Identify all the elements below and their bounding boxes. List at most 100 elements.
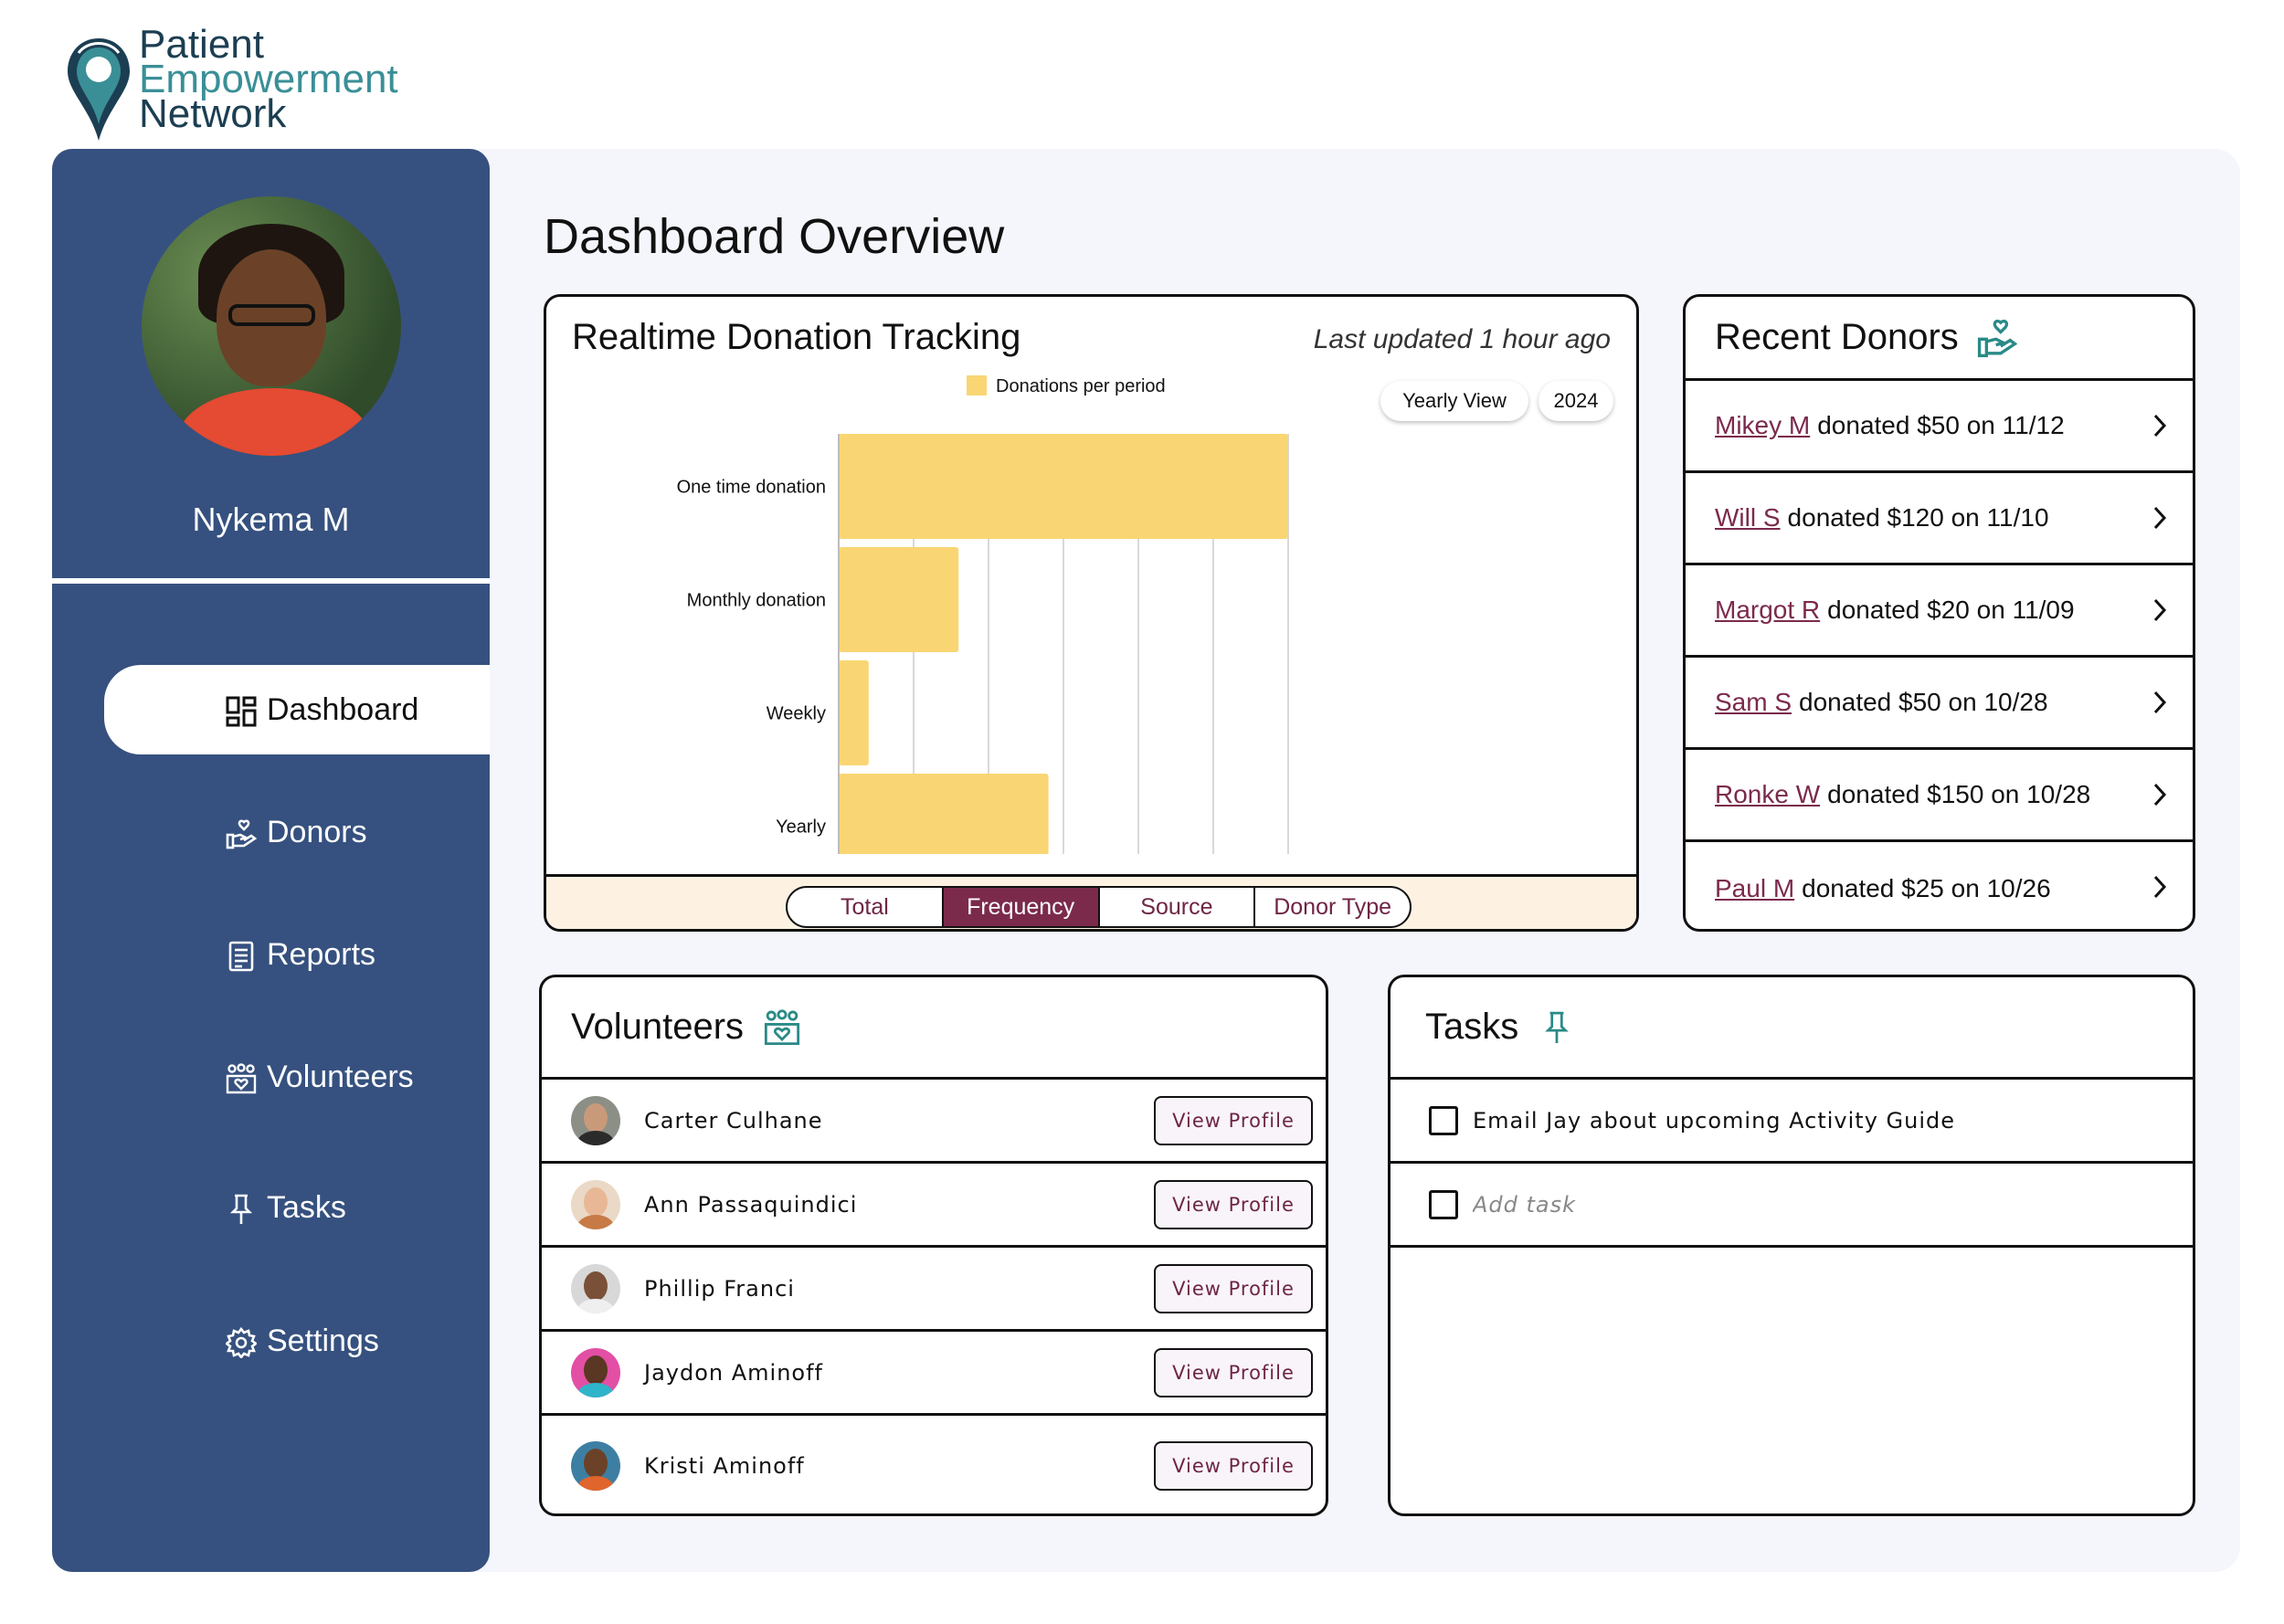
donor-name-link[interactable]: Paul M xyxy=(1715,873,1795,902)
donation-bar-chart: Donations per period051015202530One time… xyxy=(677,375,1289,854)
bar xyxy=(839,547,959,652)
sidebar-item-label: Dashboard xyxy=(267,691,419,727)
page-title: Dashboard Overview xyxy=(544,209,1005,264)
volunteer-avatar xyxy=(571,1179,620,1229)
volunteers-title: Volunteers xyxy=(571,1007,745,1047)
legend-swatch xyxy=(967,375,987,395)
pin-icon xyxy=(229,1194,253,1224)
tasks-card: Tasks Email Jay about upcoming Activity … xyxy=(1388,975,2195,1516)
donor-name-link[interactable]: Ronke W xyxy=(1715,780,1821,808)
view-profile-button[interactable]: View Profile xyxy=(1154,1095,1313,1145)
category-label: Weekly xyxy=(767,704,826,724)
sidebar-item-reports[interactable]: Reports xyxy=(104,910,490,999)
volunteer-name: Ann Passaquindici xyxy=(644,1191,858,1218)
category-label: One time donation xyxy=(677,478,826,498)
donation-card-title: Realtime Donation Tracking xyxy=(572,317,1021,357)
volunteer-row: Carter Culhane View Profile xyxy=(542,1080,1326,1164)
tab-frequency[interactable]: Frequency xyxy=(943,888,1100,926)
yearly-view-button[interactable]: Yearly View xyxy=(1380,381,1528,421)
chevron-right-icon[interactable] xyxy=(2151,873,2169,901)
volunteer-row: Kristi Aminoff View Profile xyxy=(542,1416,1326,1513)
volunteer-name: Carter Culhane xyxy=(644,1107,823,1134)
sidebar-item-settings[interactable]: Settings xyxy=(104,1296,490,1386)
donor-detail: donated $150 on 10/28 xyxy=(1827,780,2091,808)
bar xyxy=(839,774,1049,854)
profile-avatar[interactable] xyxy=(142,196,401,456)
location-pin-logo-icon xyxy=(68,38,130,141)
sidebar-divider xyxy=(52,578,490,584)
logo-line-2: Empowerment xyxy=(139,57,398,101)
logo: Patient Empowerment Network xyxy=(62,22,446,146)
tasks-header: Tasks xyxy=(1390,977,2193,1080)
chart-tabs: Total Frequency Source Donor Type xyxy=(786,886,1412,928)
volunteer-avatar xyxy=(571,1095,620,1145)
add-task-input[interactable] xyxy=(1473,1186,2112,1223)
view-profile-button[interactable]: View Profile xyxy=(1154,1347,1313,1397)
donor-row[interactable]: Paul M donated $25 on 10/26 xyxy=(1686,842,2193,929)
donation-tracking-card: Realtime Donation Tracking Last updated … xyxy=(544,294,1639,932)
gear-icon xyxy=(226,1327,257,1358)
volunteers-icon xyxy=(764,1008,800,1045)
chevron-right-icon[interactable] xyxy=(2151,781,2169,808)
task-checkbox[interactable] xyxy=(1429,1105,1458,1135)
task-row: Email Jay about upcoming Activity Guide xyxy=(1390,1080,2193,1164)
sidebar-item-label: Donors xyxy=(267,814,367,849)
last-updated-text: Last updated 1 hour ago xyxy=(1313,324,1611,354)
avatar-shirt xyxy=(178,388,370,456)
chevron-right-icon[interactable] xyxy=(2151,596,2169,624)
tab-source[interactable]: Source xyxy=(1100,888,1256,926)
donor-name-link[interactable]: Mikey M xyxy=(1715,411,1811,439)
logo-line-1: Patient xyxy=(139,22,264,67)
view-profile-button[interactable]: View Profile xyxy=(1154,1441,1313,1491)
donor-detail: donated $20 on 11/09 xyxy=(1827,596,2075,624)
add-task-checkbox[interactable] xyxy=(1429,1189,1458,1219)
donor-name-link[interactable]: Will S xyxy=(1715,503,1781,532)
donor-row[interactable]: Mikey M donated $50 on 11/12 xyxy=(1686,381,2193,473)
view-profile-button[interactable]: View Profile xyxy=(1154,1263,1313,1313)
volunteer-avatar xyxy=(571,1347,620,1397)
volunteers-header: Volunteers xyxy=(542,977,1326,1080)
sidebar-item-label: Tasks xyxy=(267,1189,346,1225)
recent-donors-card: Recent Donors Mikey M donated $50 on 11/… xyxy=(1683,294,2195,932)
donor-name-link[interactable]: Margot R xyxy=(1715,596,1821,624)
sidebar: Nykema M Dashboard Donors Reports Volunt… xyxy=(52,149,490,1572)
chart-tabs-strip: Total Frequency Source Donor Type xyxy=(546,874,1636,929)
volunteer-name: Kristi Aminoff xyxy=(644,1453,805,1479)
add-task-row xyxy=(1390,1164,2193,1248)
donor-row[interactable]: Will S donated $120 on 11/10 xyxy=(1686,473,2193,565)
donor-detail: donated $25 on 10/26 xyxy=(1802,873,2051,902)
chevron-right-icon[interactable] xyxy=(2151,504,2169,532)
sidebar-item-tasks[interactable]: Tasks xyxy=(104,1163,490,1252)
recent-donors-header: Recent Donors xyxy=(1686,297,2193,381)
volunteer-row: Phillip Franci View Profile xyxy=(542,1248,1326,1332)
tasks-title: Tasks xyxy=(1425,1007,1519,1047)
tab-total[interactable]: Total xyxy=(788,888,944,926)
donor-row[interactable]: Margot R donated $20 on 11/09 xyxy=(1686,565,2193,658)
donor-detail: donated $120 on 11/10 xyxy=(1787,503,2049,532)
donor-row[interactable]: Ronke W donated $150 on 10/28 xyxy=(1686,750,2193,842)
chevron-right-icon[interactable] xyxy=(2151,412,2169,439)
volunteer-row: Ann Passaquindici View Profile xyxy=(542,1164,1326,1248)
sidebar-item-volunteers[interactable]: Volunteers xyxy=(104,1032,490,1122)
donor-detail: donated $50 on 10/28 xyxy=(1799,688,2048,716)
view-profile-button[interactable]: View Profile xyxy=(1154,1179,1313,1229)
sidebar-item-donors[interactable]: Donors xyxy=(104,787,490,877)
chevron-right-icon[interactable] xyxy=(2151,689,2169,716)
pin-icon xyxy=(1545,1011,1570,1043)
year-selector[interactable]: 2024 xyxy=(1539,381,1613,421)
profile-name: Nykema M xyxy=(192,501,350,538)
sidebar-item-dashboard[interactable]: Dashboard xyxy=(104,665,490,754)
bar xyxy=(839,434,1288,539)
category-label: Yearly xyxy=(776,817,826,838)
dashboard-icon xyxy=(226,696,257,727)
donor-detail: donated $50 on 11/12 xyxy=(1817,411,2065,439)
sidebar-item-label: Settings xyxy=(267,1323,379,1358)
donor-name-link[interactable]: Sam S xyxy=(1715,688,1792,716)
logo-line-3: Network xyxy=(139,91,287,136)
volunteers-card: Volunteers Carter Culhane View Profile A… xyxy=(539,975,1328,1516)
sidebar-item-label: Volunteers xyxy=(267,1059,414,1094)
volunteer-name: Jaydon Aminoff xyxy=(644,1359,824,1386)
recent-donors-title: Recent Donors xyxy=(1715,317,1959,357)
tab-donor-type[interactable]: Donor Type xyxy=(1274,893,1392,920)
donor-row[interactable]: Sam S donated $50 on 10/28 xyxy=(1686,658,2193,750)
